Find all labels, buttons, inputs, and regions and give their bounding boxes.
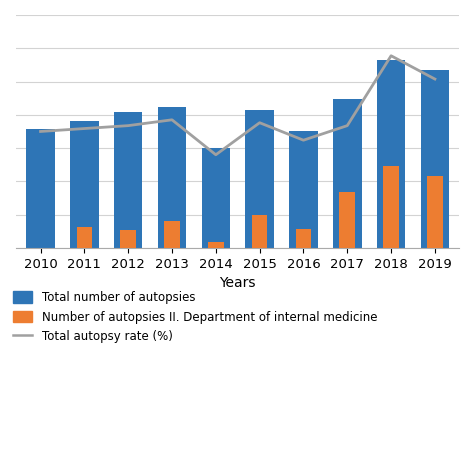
Bar — [26, 128, 55, 248]
Bar — [427, 176, 443, 248]
Total autopsy rate (%) — [301, 137, 306, 143]
Bar — [114, 112, 142, 248]
Bar — [296, 228, 311, 248]
Total autopsy rate (%) — [432, 76, 438, 82]
Bar — [377, 61, 405, 248]
Total autopsy rate (%) — [213, 152, 219, 157]
X-axis label: Years: Years — [219, 276, 256, 290]
Bar — [383, 166, 399, 248]
Bar — [120, 230, 136, 248]
Total autopsy rate (%) — [345, 123, 350, 128]
Bar — [164, 221, 180, 248]
Total autopsy rate (%) — [169, 117, 175, 123]
Bar — [158, 107, 186, 248]
Bar — [333, 99, 362, 248]
Total autopsy rate (%) — [38, 128, 44, 134]
Bar — [76, 227, 92, 248]
Bar — [252, 215, 267, 248]
Total autopsy rate (%) — [257, 120, 263, 126]
Total autopsy rate (%) — [82, 126, 87, 131]
Bar — [208, 242, 224, 248]
Bar — [246, 110, 274, 248]
Legend: Total number of autopsies, Number of autopsies II. Department of internal medici: Total number of autopsies, Number of aut… — [13, 291, 377, 343]
Total autopsy rate (%) — [125, 123, 131, 128]
Bar — [420, 71, 449, 248]
Total autopsy rate (%) — [388, 53, 394, 59]
Line: Total autopsy rate (%): Total autopsy rate (%) — [41, 56, 435, 155]
Bar — [201, 148, 230, 248]
Bar — [289, 131, 318, 248]
Bar — [70, 121, 99, 248]
Bar — [339, 192, 355, 248]
